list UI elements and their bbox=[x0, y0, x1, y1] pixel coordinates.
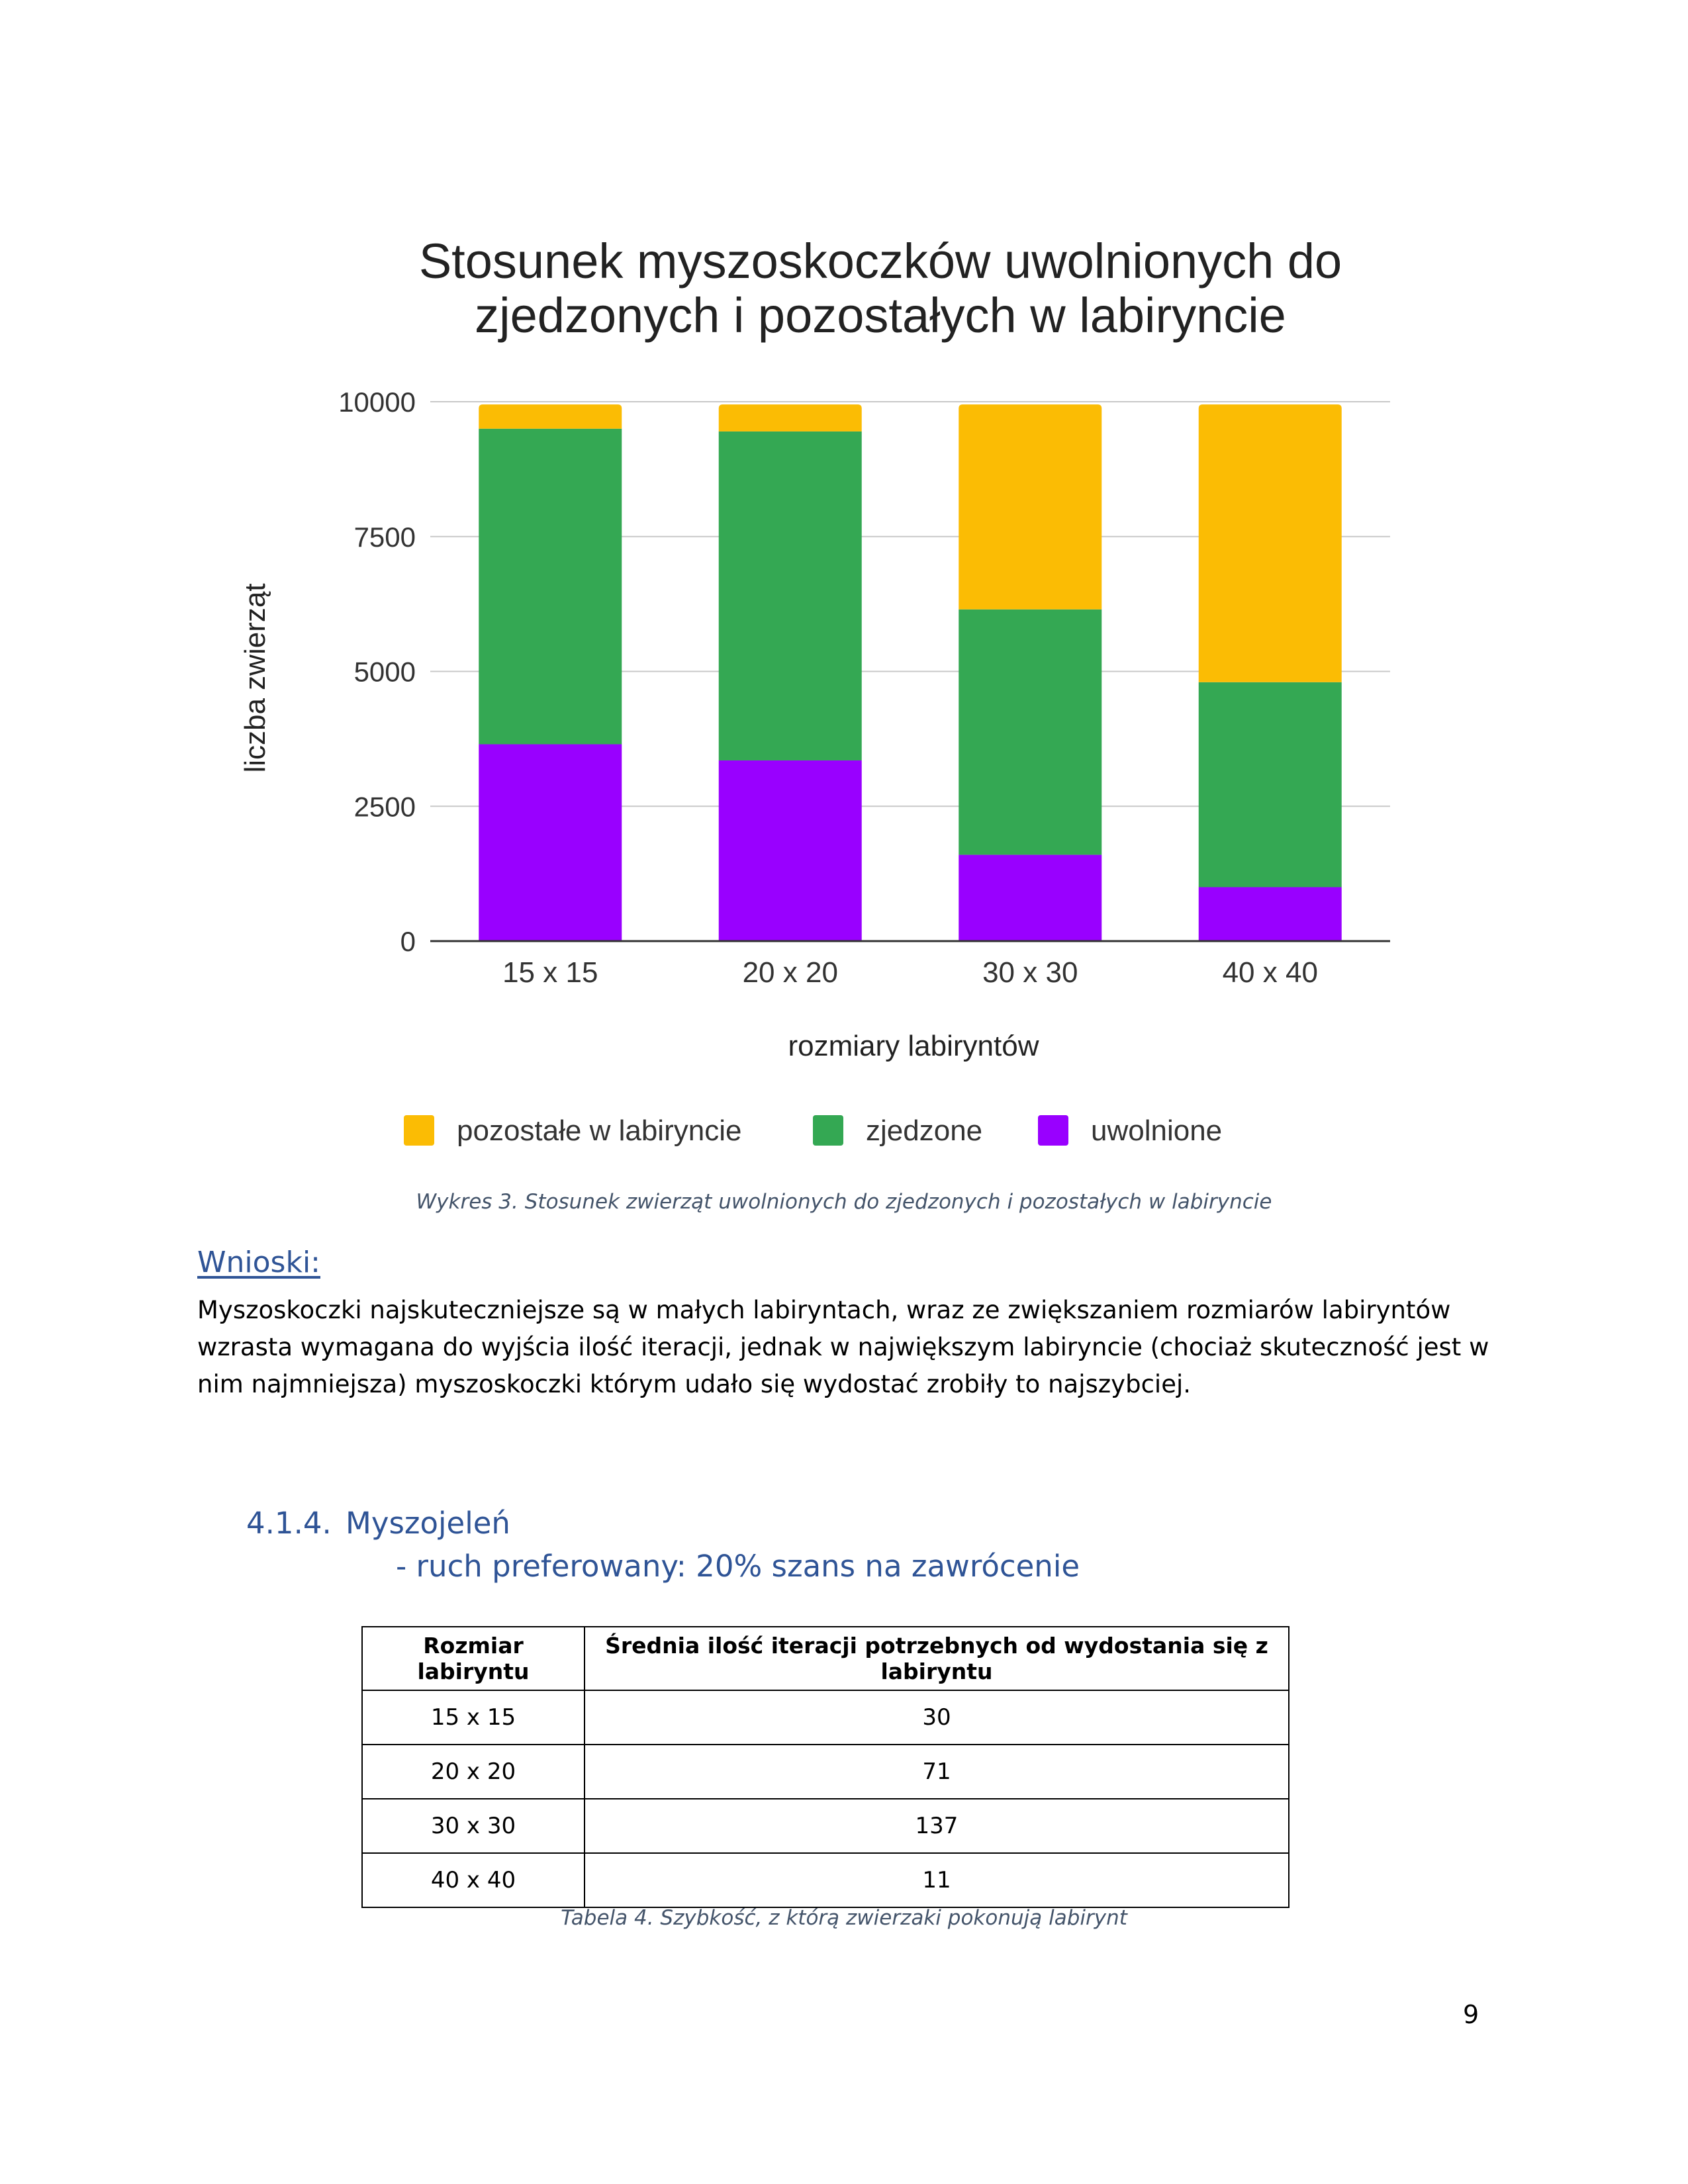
figure-caption: Wykres 3. Stosunek zwierząt uwolnionych … bbox=[416, 1190, 1272, 1214]
conclusions-heading: Wnioski: bbox=[197, 1246, 320, 1279]
table-cell-iterations: 30 bbox=[584, 1690, 1289, 1745]
results-table: Rozmiar labiryntu Średnia ilość iteracji… bbox=[361, 1626, 1289, 1908]
table-row: 40 x 40 11 bbox=[361, 1852, 1289, 1908]
bar-segment-pozostałe-w-labiryncie bbox=[479, 404, 622, 429]
table-cell-size: 40 x 40 bbox=[361, 1852, 585, 1908]
section-title: Myszojeleń bbox=[346, 1506, 510, 1541]
section-heading: 4.1.4. Myszojeleń bbox=[246, 1506, 510, 1541]
x-axis-ticks: 15 x 15 20 x 20 30 x 30 40 x 40 bbox=[502, 956, 1318, 989]
conclusions-paragraph: Myszoskoczki najskuteczniejsze są w mały… bbox=[197, 1296, 1489, 1398]
section-subtitle: - ruch preferowany: 20% szans na zawróce… bbox=[396, 1549, 1080, 1584]
bar-segment-pozostałe-w-labiryncie bbox=[959, 404, 1102, 610]
stacked-bar-chart: Stosunek myszoskoczków uwolnionych dozje… bbox=[239, 234, 1390, 1147]
table-header-iterations: Średnia ilość iteracji potrzebnych od wy… bbox=[584, 1626, 1289, 1691]
chart-title-line: zjedzonych i pozostałych w labiryncie bbox=[475, 288, 1286, 343]
table-cell-size: 20 x 20 bbox=[361, 1744, 585, 1799]
legend-swatch bbox=[1038, 1115, 1068, 1146]
bar-segment-zjedzone bbox=[1198, 682, 1342, 887]
bar-segment-zjedzone bbox=[959, 609, 1102, 855]
chart-legend: pozostałe w labiryncie zjedzone uwolnione bbox=[404, 1115, 1222, 1147]
table-caption: Tabela 4. Szybkość, z którą zwierzaki po… bbox=[561, 1906, 1127, 1930]
y-axis-ticks: 0 2500 5000 7500 10000 bbox=[338, 387, 416, 957]
table-cell-size: 15 x 15 bbox=[361, 1690, 585, 1745]
x-tick-label: 40 x 40 bbox=[1223, 956, 1318, 989]
section-number: 4.1.4. bbox=[246, 1506, 332, 1541]
table-cell-iterations: 11 bbox=[584, 1852, 1289, 1908]
table-row: 30 x 30 137 bbox=[361, 1798, 1289, 1854]
x-axis-label: rozmiary labiryntów bbox=[788, 1030, 1039, 1062]
y-tick-label: 2500 bbox=[354, 791, 416, 822]
x-tick-label: 20 x 20 bbox=[743, 956, 838, 989]
y-tick-label: 10000 bbox=[338, 387, 416, 418]
bar-segment-uwolnione bbox=[718, 760, 862, 941]
chart-title-line: Stosunek myszoskoczków uwolnionych do bbox=[419, 234, 1342, 289]
y-axis-label: liczba zwierząt bbox=[239, 583, 271, 772]
bar-segment-zjedzone bbox=[479, 428, 622, 745]
y-tick-label: 0 bbox=[400, 926, 416, 957]
chart-title: Stosunek myszoskoczków uwolnionych dozje… bbox=[419, 234, 1342, 343]
bar-segment-uwolnione bbox=[1198, 887, 1342, 941]
legend-label: pozostałe w labiryncie bbox=[457, 1115, 741, 1147]
legend-label: zjedzone bbox=[866, 1115, 982, 1147]
page-number: 9 bbox=[1463, 2000, 1479, 2029]
y-tick-label: 7500 bbox=[354, 522, 416, 553]
legend-label: uwolnione bbox=[1091, 1115, 1222, 1147]
bar-segment-zjedzone bbox=[718, 431, 862, 760]
legend-swatch bbox=[404, 1115, 434, 1146]
table-row: 15 x 15 30 bbox=[361, 1690, 1289, 1745]
x-tick-label: 15 x 15 bbox=[502, 956, 598, 989]
table-cell-iterations: 71 bbox=[584, 1744, 1289, 1799]
table-row: 20 x 20 71 bbox=[361, 1744, 1289, 1799]
y-tick-label: 5000 bbox=[354, 657, 416, 688]
table-header-row: Rozmiar labiryntu Średnia ilość iteracji… bbox=[361, 1626, 1289, 1691]
table-cell-iterations: 137 bbox=[584, 1798, 1289, 1854]
bar-segment-pozostałe-w-labiryncie bbox=[718, 404, 862, 432]
bar-segment-uwolnione bbox=[479, 744, 622, 941]
legend-swatch bbox=[813, 1115, 843, 1146]
bar-segment-pozostałe-w-labiryncie bbox=[1198, 404, 1342, 682]
chart-bars bbox=[479, 404, 1342, 941]
x-tick-label: 30 x 30 bbox=[982, 956, 1078, 989]
table-header-size: Rozmiar labiryntu bbox=[361, 1626, 585, 1691]
table-cell-size: 30 x 30 bbox=[361, 1798, 585, 1854]
bar-segment-uwolnione bbox=[959, 854, 1102, 941]
